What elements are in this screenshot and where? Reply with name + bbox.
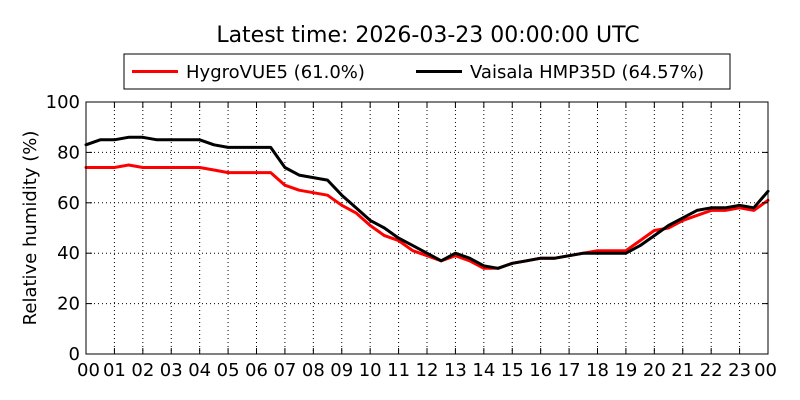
x-tick-label: 00 (754, 360, 777, 381)
x-tick-label: 23 (728, 360, 751, 381)
x-tick-label: 02 (131, 360, 154, 381)
x-tick-label: 13 (444, 360, 467, 381)
x-tick-label: 17 (558, 360, 581, 381)
x-tick-label: 03 (160, 360, 183, 381)
x-tick-label: 00 (77, 360, 100, 381)
y-tick-label: 0 (69, 344, 80, 365)
x-tick-label: 14 (472, 360, 495, 381)
x-tick-label: 01 (103, 360, 126, 381)
series-lines (84, 135, 770, 270)
x-tick-label: 12 (416, 360, 439, 381)
y-tick-label: 100 (46, 92, 80, 113)
x-tick-label: 10 (359, 360, 382, 381)
legend-label-hygrovue5: HygroVUE5 (61.0%) (186, 62, 365, 83)
legend: HygroVUE5 (61.0%) Vaisala HMP35D (64.57%… (123, 53, 731, 90)
y-tick-label: 40 (57, 243, 80, 264)
x-tick-label: 11 (387, 360, 410, 381)
x-tick-label: 21 (671, 360, 694, 381)
x-tick-label: 05 (217, 360, 240, 381)
x-tick-label: 15 (501, 360, 524, 381)
x-tick-label: 18 (586, 360, 609, 381)
legend-label-vaisala: Vaisala HMP35D (64.57%) (470, 62, 704, 83)
x-tick-label: 19 (614, 360, 637, 381)
x-tick-label: 06 (245, 360, 268, 381)
y-tick-label: 80 (57, 142, 80, 163)
y-tick-label: 20 (57, 294, 80, 315)
x-tick-label: 20 (643, 360, 666, 381)
series-line-vaisala (84, 135, 770, 270)
x-tick-label: 08 (302, 360, 325, 381)
x-tick-label: 04 (188, 360, 211, 381)
series-line-hygrovue5 (84, 163, 770, 270)
x-tick-label: 22 (700, 360, 723, 381)
x-tick-label: 09 (330, 360, 353, 381)
x-tick-label: 07 (273, 360, 296, 381)
x-tick-label: 16 (529, 360, 552, 381)
chart-title: Latest time: 2026-03-23 00:00:00 UTC (216, 23, 639, 48)
y-axis-label: Relative humidity (%) (20, 131, 41, 326)
y-tick-label: 60 (57, 193, 80, 214)
